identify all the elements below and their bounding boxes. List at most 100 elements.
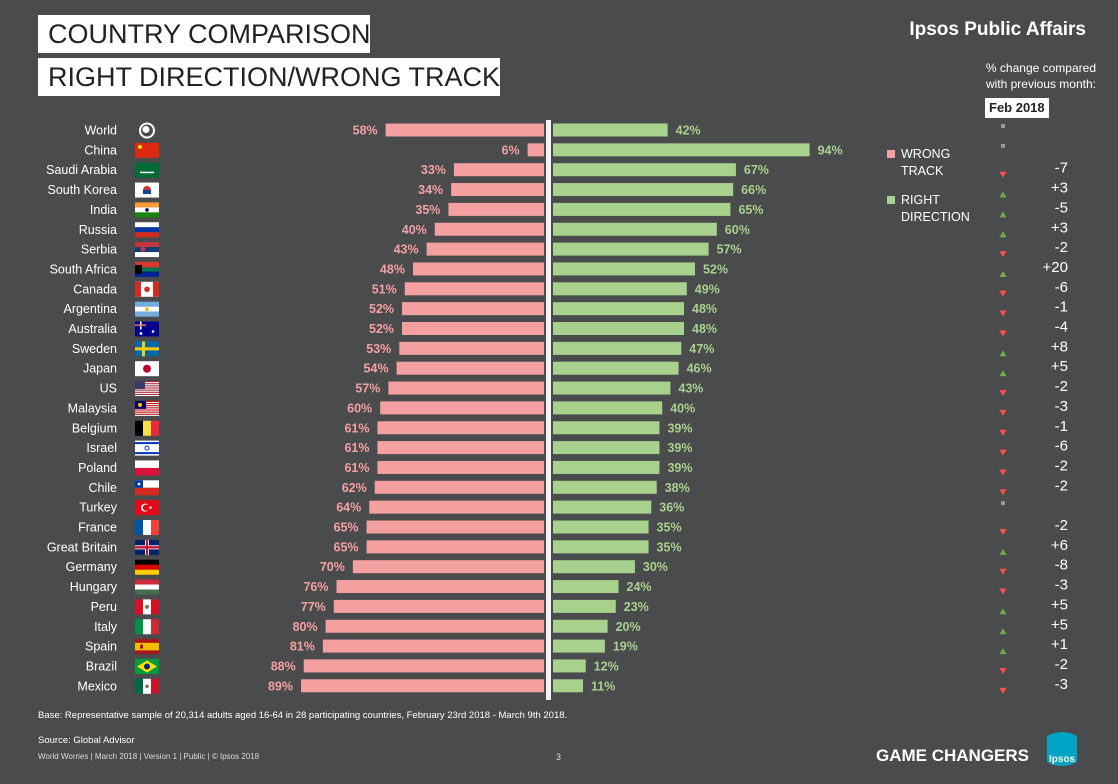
- label-right-13: 43%: [678, 382, 703, 396]
- label-wrong-8: 51%: [372, 282, 397, 296]
- base-note: Base: Representative sample of 20,314 ad…: [38, 710, 568, 721]
- bar-wrong-14: [380, 401, 544, 415]
- center-divider: [546, 120, 551, 700]
- label-wrong-7: 48%: [380, 262, 405, 276]
- bar-right-0: [553, 123, 668, 137]
- label-wrong-3: 34%: [418, 183, 443, 197]
- country-label-17: Poland: [78, 461, 117, 475]
- change-value-7: +20: [1043, 259, 1068, 276]
- label-wrong-21: 65%: [334, 540, 359, 554]
- label-wrong-1: 6%: [502, 143, 520, 157]
- flag-spain-icon: [135, 639, 159, 655]
- change-caption-line-1: % change compared: [985, 61, 1096, 75]
- bar-wrong-22: [352, 560, 544, 574]
- change-caption: % change compared with previous month:: [916, 60, 1096, 92]
- arrow-down-icon-14: [999, 409, 1007, 416]
- arrow-up-icon-7: [999, 270, 1007, 277]
- flag-malaysia-icon: [135, 400, 159, 416]
- bar-right-11: [553, 341, 682, 355]
- label-wrong-19: 64%: [336, 501, 361, 515]
- arrow-up-icon-26: [999, 648, 1007, 655]
- arrow-up-icon-12: [999, 370, 1007, 377]
- flag-chile-icon: [135, 480, 159, 496]
- change-value-10: -4: [1055, 319, 1068, 336]
- change-value-24: +5: [1051, 596, 1068, 613]
- flag-belgium-icon: [135, 420, 159, 436]
- country-label-0: World: [85, 124, 117, 138]
- bar-wrong-18: [374, 480, 544, 494]
- label-wrong-5: 40%: [402, 223, 427, 237]
- label-wrong-25: 80%: [293, 620, 318, 634]
- country-label-3: South Korea: [48, 183, 118, 197]
- label-right-6: 57%: [717, 243, 742, 257]
- bar-right-4: [553, 202, 731, 216]
- bar-wrong-19: [369, 500, 544, 514]
- bar-right-6: [553, 242, 709, 256]
- bar-wrong-11: [399, 341, 544, 355]
- arrow-down-icon-15: [999, 429, 1007, 436]
- arrow-down-icon-13: [999, 390, 1007, 397]
- arrow-up-icon-3: [999, 191, 1007, 198]
- flag-italy-icon: [135, 619, 159, 635]
- country-label-15: Belgium: [72, 421, 117, 435]
- bar-right-10: [553, 322, 685, 335]
- arrow-down-icon-22: [999, 568, 1007, 575]
- label-wrong-26: 81%: [290, 640, 315, 654]
- label-right-25: 20%: [616, 620, 641, 634]
- bar-right-12: [553, 361, 679, 375]
- legend-swatch-wrong: [887, 150, 895, 158]
- label-wrong-12: 54%: [364, 362, 389, 376]
- flag-saudi-icon: [135, 162, 159, 178]
- flag-globe-icon: [139, 122, 155, 139]
- country-label-13: US: [100, 382, 117, 396]
- label-right-14: 40%: [670, 401, 695, 415]
- legend: WRONG TRACK RIGHT DIRECTION: [887, 146, 970, 238]
- bar-right-1: [553, 143, 810, 157]
- bar-wrong-27: [303, 659, 544, 673]
- bar-right-16: [553, 441, 660, 455]
- arrow-up-icon-21: [999, 548, 1007, 555]
- flag-brazil-icon: [135, 658, 159, 674]
- country-label-1: China: [84, 143, 117, 157]
- country-label-22: Germany: [66, 560, 118, 574]
- country-label-6: Serbia: [81, 243, 117, 257]
- legend-label-right-1: RIGHT: [901, 193, 940, 207]
- bar-wrong-20: [366, 520, 544, 534]
- country-label-23: Hungary: [70, 580, 118, 594]
- label-wrong-28: 89%: [268, 679, 293, 693]
- flag-argentina-icon: [135, 301, 159, 317]
- label-wrong-15: 61%: [344, 421, 369, 435]
- bar-right-5: [553, 222, 717, 236]
- bar-right-21: [553, 540, 649, 554]
- change-value-5: +3: [1051, 219, 1068, 236]
- arrow-down-icon-8: [999, 290, 1007, 297]
- label-right-16: 39%: [667, 441, 692, 455]
- org-name: Ipsos Public Affairs: [909, 19, 1086, 40]
- country-label-18: Chile: [89, 481, 118, 495]
- bar-right-28: [553, 679, 584, 693]
- label-wrong-6: 43%: [394, 243, 419, 257]
- arrow-up-icon-25: [999, 628, 1007, 635]
- country-label-24: Peru: [91, 600, 117, 614]
- label-right-9: 48%: [692, 302, 717, 316]
- change-value-12: +5: [1051, 358, 1068, 375]
- label-right-5: 60%: [725, 223, 750, 237]
- label-wrong-11: 53%: [366, 342, 391, 356]
- label-right-26: 19%: [613, 640, 638, 654]
- flag-israel-icon: [135, 440, 159, 456]
- bar-right-15: [553, 421, 660, 435]
- label-wrong-24: 77%: [301, 600, 326, 614]
- bar-wrong-1: [527, 143, 544, 157]
- arrow-down-icon-6: [999, 251, 1007, 258]
- label-right-4: 65%: [738, 203, 763, 217]
- title-line-1: COUNTRY COMPARISON: [38, 15, 371, 53]
- period-label: Feb 2018: [985, 98, 1049, 118]
- change-value-11: +8: [1051, 338, 1068, 355]
- country-label-14: Malaysia: [68, 401, 117, 415]
- arrow-down-icon-20: [999, 529, 1007, 535]
- bar-right-7: [553, 262, 695, 276]
- flag-turkey-icon: [135, 500, 159, 516]
- change-value-18: -2: [1055, 477, 1068, 494]
- arrow-down-icon-2: [999, 171, 1007, 178]
- page-number: 3: [556, 752, 562, 762]
